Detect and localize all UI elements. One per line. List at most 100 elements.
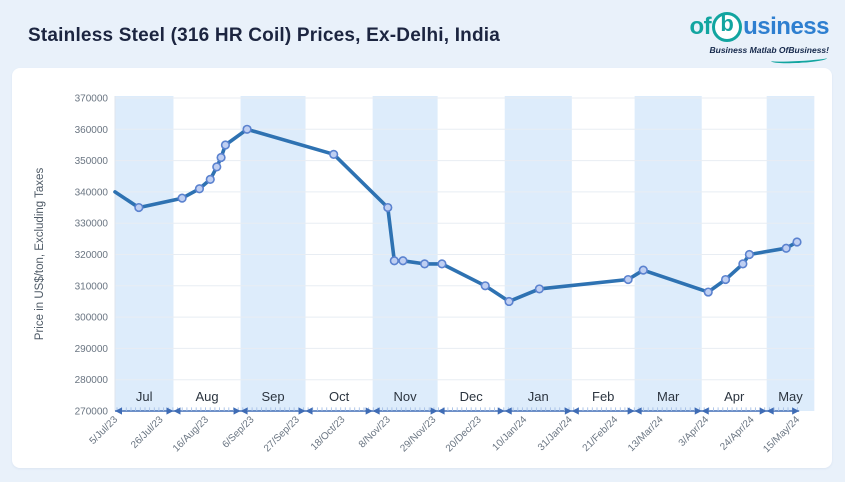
month-arrow-left-icon [701,407,709,415]
month-labels: Jul Aug Sep Oct Nov Dec Jan Feb Mar Apr May [136,389,803,404]
month-label: May [778,389,803,404]
data-point-markers [134,124,802,307]
data-point-marker [480,281,490,291]
data-point-marker [177,193,187,203]
month-label: Mar [657,389,680,404]
x-tick-label: 5/Jul/23 [88,414,121,447]
y-tick-label: 280000 [75,375,109,386]
month-arrow-right-icon [759,407,767,415]
data-point-marker [792,237,802,247]
month-arrow-left-icon [634,407,642,415]
data-point-marker [638,265,648,275]
x-tick-label: 26/Jul/23 [129,414,166,451]
gridlines [115,97,815,381]
y-tick-label: 300000 [75,313,109,324]
month-arrow-left-icon [766,407,774,415]
month-arrow-left-icon [173,407,181,415]
y-tick-label: 370000 [75,94,109,105]
month-label: Apr [724,389,745,404]
month-arrow-right-icon [694,407,702,415]
data-point-marker [534,284,544,294]
data-point-marker [437,259,447,269]
month-arrow-left-icon [115,407,122,415]
month-label: Feb [592,389,614,404]
month-band [766,96,815,411]
month-label: Sep [261,389,284,404]
y-tick-label: 290000 [75,344,109,355]
y-tick-label: 310000 [75,281,109,292]
page-title: Stainless Steel (316 HR Coil) Prices, Ex… [28,25,501,46]
month-bands [115,96,815,411]
data-point-marker [329,149,339,159]
month-band [372,96,438,411]
data-point-marker [205,174,215,184]
data-point-marker [781,243,791,253]
data-point-marker [194,184,205,194]
data-point-marker [389,256,399,266]
x-tick-label: 8/Nov/23 [357,414,393,450]
x-tick-label: 18/Oct/23 [309,414,348,453]
month-arrow-right-icon [792,407,800,415]
data-point-marker [504,296,514,307]
x-tick-label: 24/Apr/24 [718,414,757,453]
month-label: Dec [460,389,484,404]
header: Stainless Steel (316 HR Coil) Prices, Ex… [0,0,845,68]
x-tick-label: 6/Sep/23 [220,414,256,450]
month-label: Nov [394,389,418,404]
y-axis-title: Price in US$/ton, Excluding Taxes [34,168,46,341]
y-tick-label: 270000 [75,407,109,418]
month-label: Aug [195,389,218,404]
data-point-marker [720,274,731,285]
logo-text-of: of [689,12,712,40]
x-tick-label: 20/Dec/23 [444,414,484,454]
data-point-marker [383,202,393,213]
y-tick-label: 330000 [75,219,109,230]
x-tick-label: 27/Sep/23 [262,414,302,454]
data-point-marker [216,152,226,163]
data-point-marker [738,259,748,269]
data-point-marker [623,274,633,285]
logo-b-circle-icon: b [712,11,743,42]
x-tick-label: 13/Mar/24 [626,414,666,454]
data-point-marker [242,124,252,134]
month-arrow-right-icon [166,407,174,415]
y-tick-label: 320000 [75,250,109,261]
month-band [634,96,702,411]
month-arrow-left-icon [305,407,313,415]
month-label: Jul [136,389,153,404]
month-arrow-left-icon [372,407,380,415]
logo-tagline: Business Matlab OfBusiness! [709,44,829,55]
month-arrow-right-icon [430,407,438,415]
x-tick-labels: 5/Jul/23 26/Jul/23 16/Aug/23 6/Sep/23 27/Sep… [88,414,803,455]
price-chart: 370000 360000 350000 340000 330000 320000 3100… [34,94,815,455]
data-point-marker [703,287,713,297]
month-label: Oct [329,389,350,404]
y-tick-label: 340000 [75,187,109,198]
x-tick-label: 15/May/24 [761,414,802,455]
month-arrow-left-icon [240,407,248,415]
ruler-minor-ticks [116,407,798,411]
chart-card: 370000 360000 350000 340000 330000 320000 3100… [12,68,832,468]
x-tick-label: 29/Nov/23 [398,414,438,454]
y-tick-label: 360000 [75,125,109,136]
month-arrow-right-icon [627,407,635,415]
month-arrow-left-icon [437,407,445,415]
x-tick-label: 16/Aug/23 [171,414,211,454]
logo-wordmark: of b usiness [689,11,829,42]
month-arrow-left-icon [571,407,579,415]
y-tick-labels: 370000 360000 350000 340000 330000 320000 3100… [75,94,109,418]
data-point-marker [134,202,144,213]
month-arrow-right-icon [365,407,373,415]
month-band [504,96,572,411]
data-point-marker [212,162,222,172]
x-tick-label: 3/Apr/24 [677,414,712,449]
x-tick-label: 21/Feb/24 [581,414,621,454]
x-axis-ruler [115,407,800,415]
month-arrow-right-icon [233,407,241,415]
month-label: Jan [528,389,549,404]
data-point-marker [420,259,430,269]
logo-swoosh-icon [770,54,828,64]
logo-text-usiness: usiness [743,12,829,40]
data-point-marker [398,256,408,266]
y-tick-label: 350000 [75,156,109,167]
